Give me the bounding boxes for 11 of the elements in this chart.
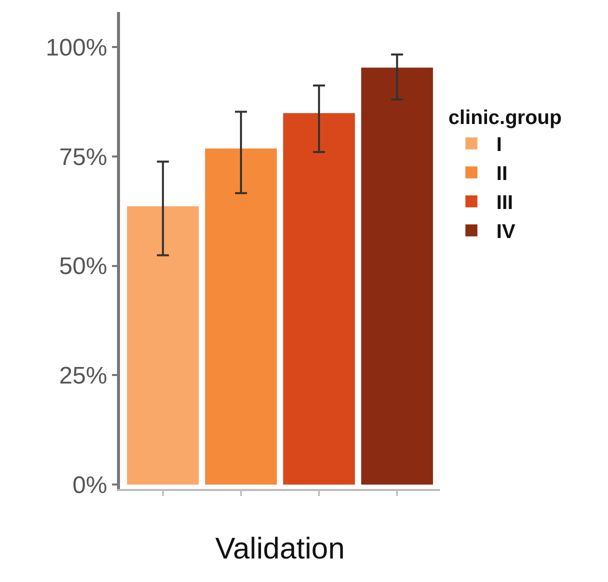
- y-tick-label: 25%: [59, 362, 108, 390]
- y-tick-label: 50%: [59, 253, 108, 280]
- legend-label: I: [496, 134, 502, 156]
- x-axis-title: Validation: [215, 532, 345, 566]
- legend-label: III: [496, 192, 514, 214]
- y-tick-label: 100%: [46, 34, 108, 62]
- legend-title: clinic.group: [448, 106, 562, 129]
- y-tick-label: 75%: [59, 144, 108, 171]
- y-tick-label: 0%: [72, 472, 108, 500]
- legend-label: IV: [496, 221, 516, 244]
- legend-label: II: [496, 163, 508, 186]
